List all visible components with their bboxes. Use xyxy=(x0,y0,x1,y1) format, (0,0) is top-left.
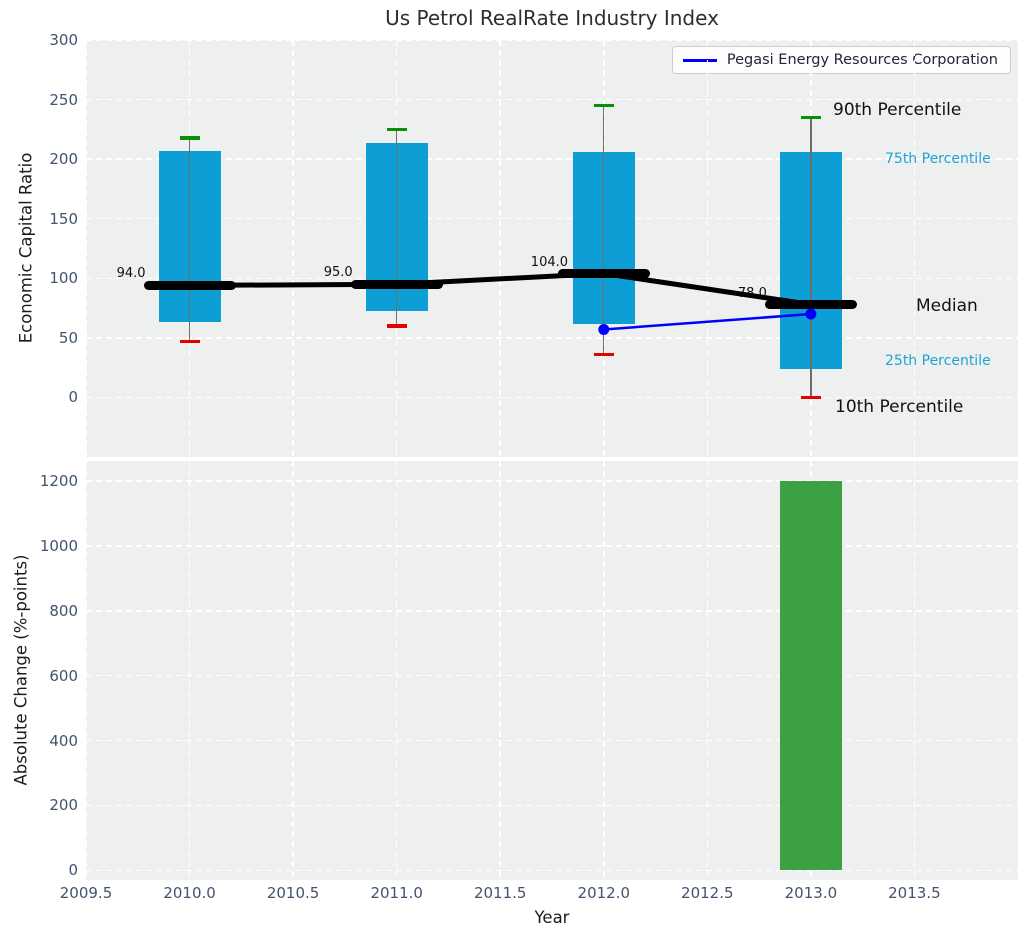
top-y-tick-label: 150 xyxy=(49,209,78,228)
x-tick-label: 2013.0 xyxy=(784,884,838,902)
percentile-label: 90th Percentile xyxy=(833,100,962,121)
chart-title: Us Petrol RealRate Industry Index xyxy=(385,6,719,30)
gridline-horizontal xyxy=(86,739,1018,742)
gridline-horizontal xyxy=(86,158,1018,160)
gridline-vertical xyxy=(85,461,87,880)
gridline-vertical xyxy=(603,461,605,880)
top-y-tick-label: 100 xyxy=(49,269,78,288)
bottom-y-tick-label: 400 xyxy=(49,731,78,750)
x-tick-label: 2012.0 xyxy=(577,884,631,902)
gridline-vertical xyxy=(85,40,87,457)
p10-cap xyxy=(593,352,614,357)
top-y-tick-label: 300 xyxy=(49,31,78,49)
gridline-vertical xyxy=(499,40,501,457)
whisker-line xyxy=(396,129,398,326)
p90-cap xyxy=(800,115,821,120)
percentile-label: 10th Percentile xyxy=(835,397,964,418)
median-segment xyxy=(764,300,857,309)
percentile-label: Median xyxy=(916,295,978,316)
top-y-tick-label: 50 xyxy=(58,328,78,347)
gridline-horizontal xyxy=(86,98,1018,101)
p10-cap xyxy=(179,339,200,344)
legend-series-label: Pegasi Energy Resources Corporation xyxy=(726,52,998,68)
top-y-tick-label: 0 xyxy=(68,388,78,407)
x-tick-label: 2010.0 xyxy=(163,884,216,902)
bottom-plot-area xyxy=(86,461,1018,880)
gridline-horizontal xyxy=(86,674,1018,677)
median-segment xyxy=(557,269,650,278)
gridline-vertical xyxy=(499,461,501,880)
p90-cap xyxy=(386,127,407,132)
median-annotation: 104.0 xyxy=(530,254,569,270)
x-tick-label: 2011.0 xyxy=(370,884,423,902)
change-bar xyxy=(779,481,842,871)
gridline-vertical xyxy=(395,461,398,880)
bottom-y-tick-label: 600 xyxy=(49,666,78,685)
p10-cap xyxy=(386,324,407,328)
gridline-horizontal xyxy=(86,869,1018,872)
legend: Pegasi Energy Resources Corporation xyxy=(671,46,1011,74)
gridline-horizontal xyxy=(86,217,1018,220)
gridline-horizontal xyxy=(86,804,1018,807)
median-segment xyxy=(143,280,236,290)
percentile-label: 75th Percentile xyxy=(885,151,991,167)
gridline-vertical xyxy=(292,40,294,457)
whisker-line xyxy=(810,117,812,398)
p10-cap xyxy=(800,395,821,400)
gridline-vertical xyxy=(913,461,916,880)
bottom-y-tick-label: 200 xyxy=(49,796,78,815)
median-segment xyxy=(350,279,443,289)
gridline-vertical xyxy=(706,40,709,457)
top-y-axis-label: Economic Capital Ratio xyxy=(16,152,36,344)
median-annotation: 95.0 xyxy=(323,265,353,281)
x-tick-label: 2013.5 xyxy=(888,884,941,902)
percentile-label: 25th Percentile xyxy=(885,352,991,369)
x-axis-label: Year xyxy=(534,908,570,927)
top-y-tick-label: 250 xyxy=(49,90,78,109)
bottom-y-tick-label: 800 xyxy=(49,601,78,620)
bottom-y-axis-label: Absolute Change (%-points) xyxy=(11,554,31,786)
gridline-vertical xyxy=(706,461,709,880)
gridline-horizontal xyxy=(86,610,1018,612)
bottom-y-tick-label: 0 xyxy=(68,861,78,880)
bottom-y-tick-label: 1000 xyxy=(39,537,78,555)
gridline-vertical xyxy=(292,461,294,880)
median-annotation: 78.0 xyxy=(737,285,767,301)
x-tick-label: 2011.5 xyxy=(473,884,527,902)
x-tick-label: 2012.5 xyxy=(681,884,734,902)
top-plot-area xyxy=(86,40,1018,457)
gridline-horizontal xyxy=(86,480,1018,482)
x-tick-label: 2009.5 xyxy=(59,884,113,902)
gridline-horizontal xyxy=(86,396,1018,399)
top-y-tick-label: 200 xyxy=(49,150,78,169)
x-tick-label: 2010.5 xyxy=(266,884,320,902)
gridline-horizontal xyxy=(86,545,1018,547)
bottom-y-tick-label: 1200 xyxy=(39,472,78,491)
p90-cap xyxy=(593,103,614,108)
median-annotation: 94.0 xyxy=(116,266,146,282)
whisker-line xyxy=(188,137,191,342)
legend-line-sample-icon xyxy=(682,58,717,62)
gridline-vertical xyxy=(188,461,191,880)
gridline-horizontal xyxy=(86,337,1018,339)
p90-cap xyxy=(179,136,200,140)
gridline-vertical xyxy=(913,40,916,457)
whisker-line xyxy=(603,105,605,355)
gridline-horizontal xyxy=(86,277,1018,280)
gridline-horizontal xyxy=(86,39,1018,41)
